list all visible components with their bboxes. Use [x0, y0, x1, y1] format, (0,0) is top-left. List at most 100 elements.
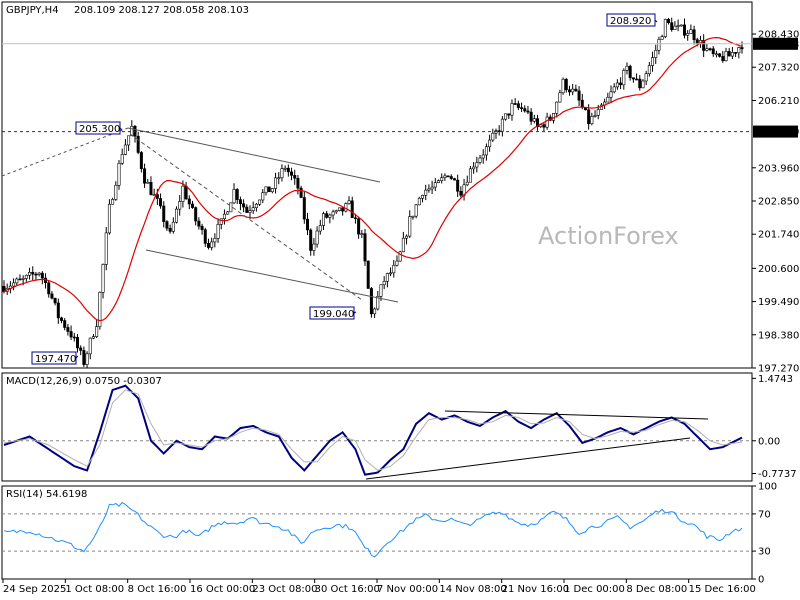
level-tag-label: 205.170 [758, 127, 799, 138]
candle [302, 191, 306, 224]
candle [104, 227, 108, 271]
time-tick-label: 8 Oct 16:00 [128, 584, 187, 595]
candle [698, 35, 702, 48]
candle [72, 332, 76, 342]
candle [347, 196, 351, 205]
price-annotation: 199.040 [309, 306, 357, 320]
candle [114, 181, 118, 201]
candle [341, 207, 345, 216]
price-tick-label: 198.380 [758, 330, 799, 341]
candle [660, 34, 664, 40]
candle [532, 114, 536, 124]
candle [615, 79, 619, 90]
dashed-diagonal-line [129, 133, 363, 301]
candle [75, 334, 79, 353]
candle [69, 325, 73, 340]
candle [730, 47, 734, 59]
candle [47, 280, 51, 298]
chart-symbol: GBPJPY,H4 [6, 5, 59, 16]
candle [494, 128, 498, 139]
channel-upper-line [127, 127, 381, 183]
candle [325, 210, 329, 219]
candle [175, 206, 179, 224]
candle [475, 156, 479, 173]
candle [66, 323, 70, 336]
candle [82, 346, 86, 367]
candle [491, 128, 495, 142]
candle [641, 79, 645, 89]
candle [63, 318, 67, 331]
candle [274, 172, 278, 194]
candle [290, 167, 294, 181]
candle [651, 51, 655, 72]
candle [558, 89, 562, 103]
candle [612, 83, 616, 94]
price-annotation-label: 199.040 [313, 309, 354, 320]
candle [24, 274, 28, 282]
candle [40, 271, 44, 285]
time-tick-label: 1 Dec 00:00 [564, 584, 625, 595]
candle [79, 345, 83, 356]
rsi-line [3, 501, 743, 558]
candle [536, 114, 540, 131]
level-tag: 205.170 [753, 125, 799, 138]
candle [360, 230, 364, 238]
candle [267, 186, 271, 193]
price-tick-label: 201.740 [758, 230, 799, 241]
candle [459, 186, 463, 198]
candle [18, 274, 22, 281]
candle [353, 213, 357, 224]
candle [718, 53, 722, 58]
candle [542, 122, 546, 132]
candle [414, 203, 418, 219]
candle [248, 205, 252, 219]
candle [85, 351, 89, 368]
candle [724, 47, 728, 62]
macd-upper-trendline [444, 410, 709, 420]
candle [567, 85, 571, 96]
current-price-tag-label: 208.103 [758, 39, 799, 50]
candle [670, 17, 674, 32]
candle [411, 215, 415, 220]
candle [628, 64, 632, 81]
candle [427, 184, 431, 193]
macd-tick-label: 1.4743 [758, 374, 793, 385]
candle [382, 276, 386, 290]
price-tick-label: 203.960 [758, 163, 799, 174]
candle [516, 100, 520, 111]
price-tick-label: 199.490 [758, 297, 799, 308]
candle [210, 237, 214, 251]
candle [286, 164, 290, 177]
candle [318, 219, 322, 235]
candle [229, 202, 233, 213]
candle [667, 17, 671, 25]
candle [222, 209, 226, 225]
candle [555, 101, 559, 118]
candle [737, 46, 741, 59]
candle [635, 73, 639, 81]
candle [149, 176, 153, 196]
candle [443, 173, 447, 181]
candle [111, 197, 115, 205]
candle [309, 228, 313, 256]
price-panel-frame [1, 1, 753, 369]
candle [673, 21, 677, 31]
candle [401, 231, 405, 253]
price-annotation: 208.920 [606, 13, 658, 27]
candle [369, 286, 373, 318]
candle [714, 50, 718, 58]
candle [711, 46, 715, 57]
candle [705, 43, 709, 52]
candle [8, 281, 12, 294]
candle [139, 151, 143, 173]
candle [373, 307, 377, 318]
candle [321, 211, 325, 231]
candle [293, 169, 297, 185]
candle [334, 209, 338, 214]
candle [245, 204, 249, 213]
candle [226, 210, 230, 215]
candle [702, 34, 706, 58]
candle [472, 162, 476, 174]
candle [395, 255, 399, 267]
